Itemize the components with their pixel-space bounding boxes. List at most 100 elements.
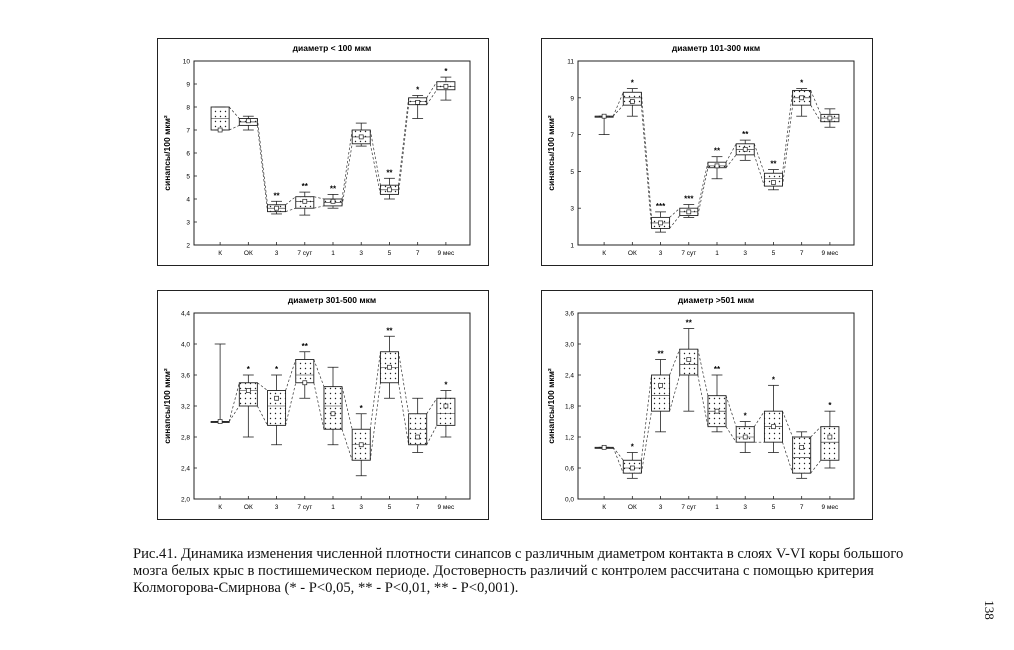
significance-label: * [744,412,748,421]
mean-marker [742,146,748,152]
connector-upper [285,359,297,391]
box-4: ** [679,319,699,412]
connector-upper [725,395,737,427]
mean-marker [443,403,449,409]
mean-marker [245,118,251,124]
mean-marker [714,163,720,169]
box-chart-2: диаметр 101-300 мкм синапсы/100 мкм² 1 3 5 7 9… [546,43,855,257]
box-6: ** [735,130,755,161]
y-tick-label: 2,4 [181,466,190,473]
x-tick-label: ОК [628,504,637,511]
box-7: ** [379,168,399,200]
connector-lower [313,382,325,430]
connector-lower [398,382,409,445]
connector-upper [810,426,822,438]
mean-marker [742,434,748,440]
mean-marker [302,380,308,386]
box-iqr [792,436,812,474]
box-9: * [820,401,840,469]
connector-upper [341,386,353,430]
box-3: *** [651,202,671,233]
box-2 [238,115,258,131]
x-tick-label: 1 [715,504,719,511]
significance-label: ** [686,319,693,328]
box-7: ** [763,160,783,191]
significance-label: ** [657,350,664,359]
y-tick-label: 2,8 [181,435,190,442]
box-8: * [408,86,428,119]
y-tick-label: 3,6 [565,311,574,318]
y-axis-label: синапсы/100 мкм² [162,115,172,191]
y-tick-label: 4 [186,197,190,204]
x-tick-label: 7 сут [297,504,312,511]
box-2: * [622,443,642,479]
x-tick-label: 9 мес [438,504,456,511]
significance-label: *** [684,195,694,204]
box-2: * [622,79,642,117]
connector-lower [697,167,709,216]
connector-lower [782,442,793,474]
x-tick-label: 3 [743,250,747,257]
mean-marker [827,434,833,440]
connector-upper [725,143,737,163]
y-tick-label: 2,4 [565,373,574,380]
box-8 [408,397,428,453]
chart-panel-diam-301-500: диаметр 301-500 мкм синапсы/100 мкм² 2,0 2,… [157,290,489,520]
box-8: * [792,79,812,117]
mean-marker [358,442,364,448]
connector-lower [753,154,765,187]
y-tick-label: 7 [570,132,574,139]
connector-upper [341,129,353,200]
significance-label: ** [330,184,337,193]
mean-marker [601,113,607,119]
x-tick-label: 7 [416,504,420,511]
chart-title: диаметр 101-300 мкм [672,43,760,53]
y-axis-label: синапсы/100 мкм² [546,368,556,444]
connector-upper [753,143,765,174]
box-5: ** [707,365,727,433]
significance-label: * [247,365,251,374]
y-tick-label: 5 [186,174,190,181]
y-tick-label: 0,0 [565,497,574,504]
box-9: * [436,67,456,101]
connector-lower [228,125,240,131]
box-8 [792,431,812,479]
connector-lower [426,89,438,105]
mean-marker [827,115,833,121]
significance-label: * [631,79,635,88]
connector-lower [669,374,681,412]
box-3: ** [267,191,287,215]
connector-upper [697,349,709,396]
connector-lower [257,405,268,426]
y-tick-label: 8 [186,105,190,112]
significance-label: ** [714,365,721,374]
box-3: ** [651,350,671,433]
significance-label: * [360,404,364,413]
x-tick-label: ОК [628,250,637,257]
y-tick-label: 3 [186,220,190,227]
box-5: ** [707,147,727,180]
y-tick-label: 1,8 [565,404,574,411]
connector-upper [257,118,268,205]
box-4: ** [295,182,315,216]
connector-lower [697,374,709,427]
y-tick-label: 1 [570,243,574,250]
x-tick-label: ОК [244,250,253,257]
connector-lower [369,143,381,195]
connector-upper [228,106,240,119]
significance-label: * [275,365,279,374]
page-number: 138 [982,600,997,620]
mean-marker [358,134,364,140]
mean-marker [799,444,805,450]
x-tick-label: 1 [331,504,335,511]
significance-label: ** [386,168,393,177]
connector-lower [257,125,268,212]
x-tick-label: К [602,504,606,511]
box-1 [594,444,614,450]
connector-upper [753,410,765,427]
box-chart-4: диаметр >501 мкм синапсы/100 мкм² 0,0 0,6 1,… [546,295,855,511]
mean-marker [686,357,692,362]
mean-marker [799,95,805,101]
chart-panel-diam-lt100: диаметр < 100 мкм синапсы/100 мкм² 2 3 4 5 6 7 8… [157,38,489,266]
y-tick-label: 3,6 [181,373,190,380]
